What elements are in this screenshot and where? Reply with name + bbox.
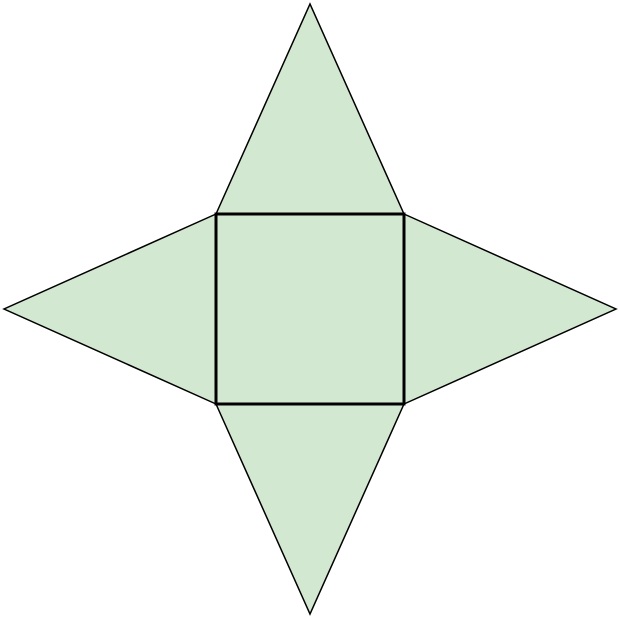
bottom-triangle-edges [215,403,405,616]
right-triangle [404,214,616,404]
right-triangle-edges [403,213,618,405]
left-triangle-edges [2,213,217,405]
center-square [214,212,406,406]
top-triangle-edges [215,2,405,215]
top-triangle [216,4,404,214]
bottom-triangle [216,404,404,614]
left-triangle [4,214,216,404]
